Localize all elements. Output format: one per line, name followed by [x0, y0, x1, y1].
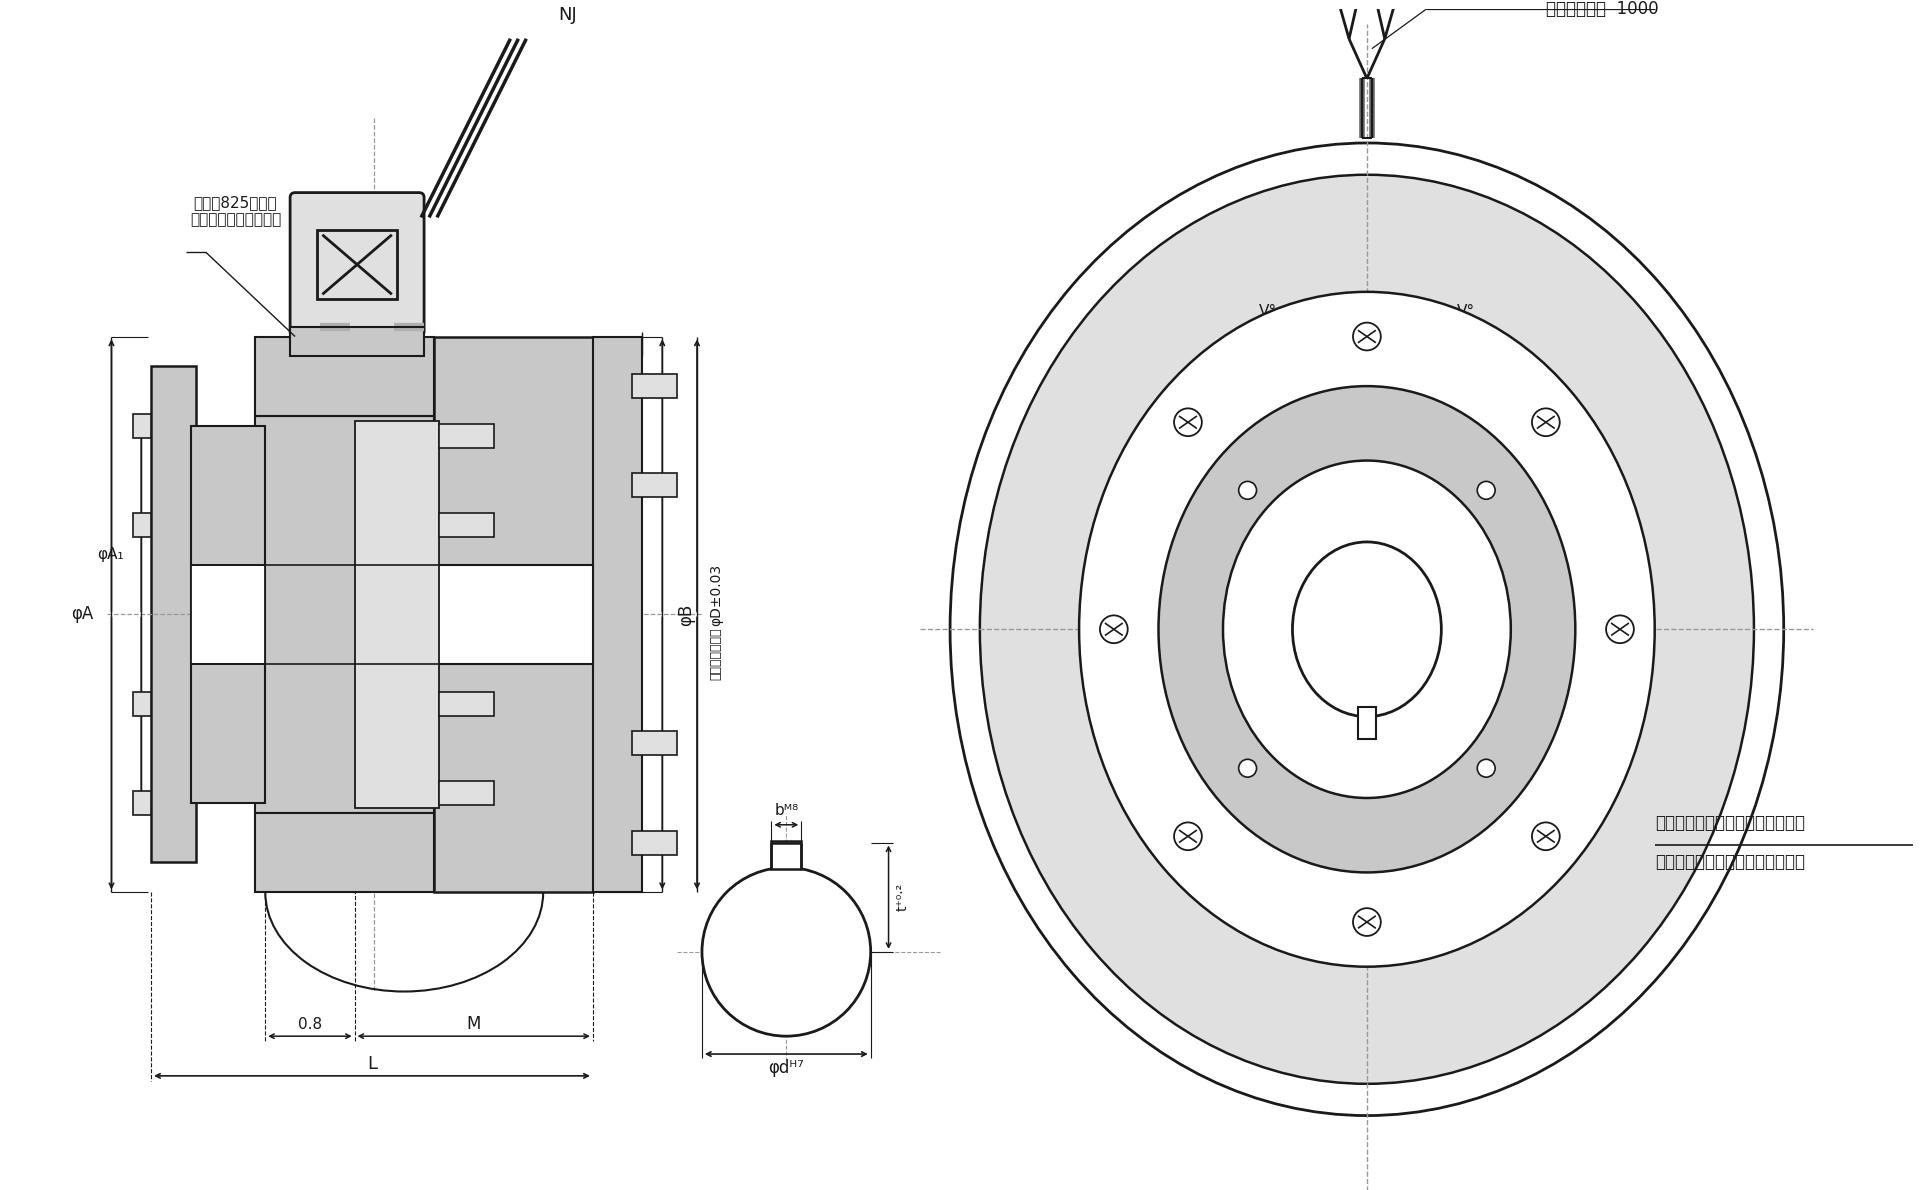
Text: 下側：ロータハブ外側取付の場合: 下側：ロータハブ外側取付の場合: [1655, 853, 1805, 871]
Text: O₂: O₂: [501, 781, 520, 796]
Text: 3.3: 3.3: [616, 338, 639, 351]
Bar: [593, 337, 643, 892]
Text: t⁺⁰⋅²: t⁺⁰⋅²: [895, 883, 910, 912]
Ellipse shape: [950, 143, 1784, 1115]
Text: L: L: [367, 1056, 376, 1073]
Text: φA: φA: [71, 606, 94, 624]
Bar: [632, 831, 678, 854]
Text: （位置決め筞）: （位置決め筞）: [708, 628, 722, 681]
Text: V°: V°: [1457, 305, 1475, 319]
Text: bᴹ⁸: bᴹ⁸: [774, 803, 799, 819]
Text: O₁: O₁: [445, 446, 463, 461]
Bar: [632, 474, 678, 497]
Ellipse shape: [1158, 386, 1574, 872]
Bar: [440, 691, 493, 715]
Bar: [255, 813, 434, 892]
Text: X₁: X₁: [219, 694, 236, 709]
Bar: [317, 230, 397, 300]
Bar: [190, 426, 265, 803]
Bar: [772, 840, 801, 870]
Circle shape: [1605, 615, 1634, 643]
Text: φB: φB: [678, 603, 695, 626]
Circle shape: [1476, 759, 1496, 777]
Text: NJ: NJ: [559, 6, 576, 24]
Bar: [434, 565, 593, 664]
Circle shape: [703, 868, 870, 1036]
Text: X₂: X₂: [444, 845, 461, 860]
Bar: [1357, 707, 1377, 739]
FancyBboxPatch shape: [290, 193, 424, 337]
Bar: [440, 424, 493, 447]
Bar: [152, 367, 196, 863]
Text: φA₁: φA₁: [96, 547, 123, 563]
Circle shape: [1173, 408, 1202, 437]
Text: V°: V°: [1260, 305, 1277, 319]
Bar: [132, 513, 152, 537]
Ellipse shape: [979, 175, 1755, 1084]
Circle shape: [1354, 322, 1380, 350]
Text: X₁: X₁: [271, 712, 286, 726]
Text: φdᴴ⁷: φdᴴ⁷: [768, 1059, 804, 1077]
Circle shape: [1100, 615, 1127, 643]
Text: φD±0.03: φD±0.03: [708, 564, 724, 626]
Bar: [632, 374, 678, 397]
Bar: [440, 513, 493, 537]
Ellipse shape: [1292, 541, 1442, 716]
Circle shape: [1354, 908, 1380, 937]
Ellipse shape: [1223, 461, 1511, 798]
FancyBboxPatch shape: [290, 326, 424, 356]
Bar: [355, 421, 440, 808]
Text: リード線長さ  1000: リード線長さ 1000: [1546, 0, 1659, 18]
Ellipse shape: [1079, 292, 1655, 966]
Bar: [132, 414, 152, 438]
Circle shape: [1238, 482, 1256, 500]
Bar: [255, 337, 434, 415]
Text: M: M: [467, 1015, 480, 1033]
Text: 上側：ロータハブ内側取付の場合: 上側：ロータハブ内側取付の場合: [1655, 814, 1805, 832]
Bar: [132, 691, 152, 715]
Text: 0.8: 0.8: [298, 1016, 323, 1032]
Text: R: R: [432, 446, 442, 461]
Circle shape: [1532, 408, 1559, 437]
Bar: [296, 198, 419, 332]
FancyBboxPatch shape: [434, 337, 593, 892]
Text: P₁: P₁: [342, 446, 357, 461]
Text: キー（825形には
使用していません。）: キー（825形には 使用していません。）: [190, 195, 280, 227]
Bar: [632, 732, 678, 756]
Bar: [255, 415, 434, 813]
Circle shape: [1238, 759, 1256, 777]
Bar: [190, 565, 265, 664]
Text: Q: Q: [430, 781, 442, 796]
Text: P: P: [346, 781, 355, 796]
Circle shape: [1476, 482, 1496, 500]
Circle shape: [1532, 822, 1559, 850]
Circle shape: [1173, 822, 1202, 850]
Bar: [440, 781, 493, 804]
Bar: [132, 791, 152, 815]
